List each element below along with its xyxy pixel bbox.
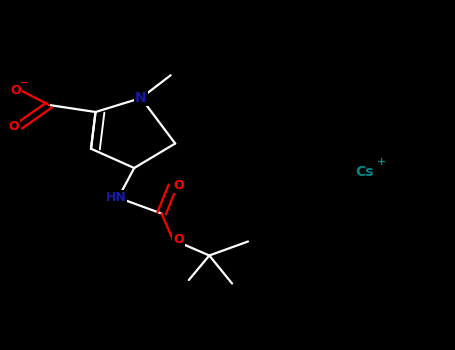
Text: N: N <box>135 91 147 105</box>
Text: O: O <box>8 119 19 133</box>
Text: +: + <box>377 157 386 167</box>
Text: O: O <box>173 233 184 246</box>
Text: −: − <box>20 78 28 88</box>
Text: HN: HN <box>106 191 126 204</box>
Text: O: O <box>173 179 184 192</box>
Text: O: O <box>10 84 21 98</box>
Text: Cs: Cs <box>355 164 373 178</box>
